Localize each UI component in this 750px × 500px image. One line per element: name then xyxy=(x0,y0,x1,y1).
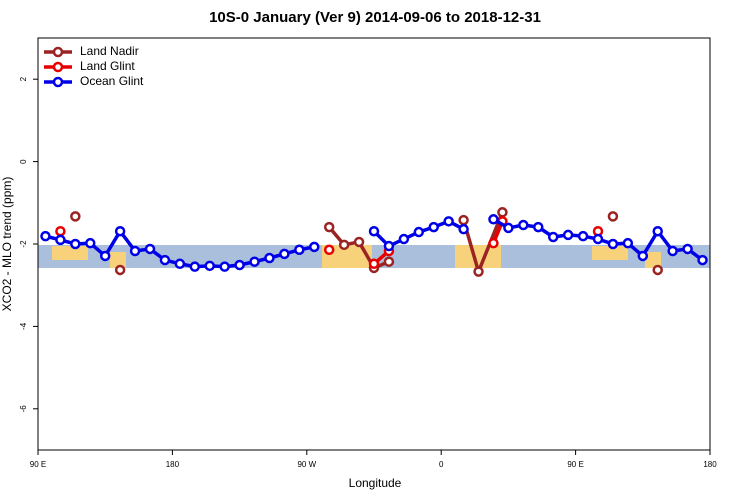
point xyxy=(637,250,649,262)
point xyxy=(323,221,335,233)
point xyxy=(652,225,663,237)
land xyxy=(52,246,88,260)
y-axis-label: XCO2 - MLO trend (ppm) xyxy=(0,177,14,312)
point xyxy=(204,260,215,272)
point xyxy=(488,237,499,249)
chart-title: 10S-0 January (Ver 9) 2014-09-06 to 2018… xyxy=(209,9,541,26)
point xyxy=(114,264,126,276)
point xyxy=(607,238,619,250)
land xyxy=(645,252,661,268)
point xyxy=(443,216,454,227)
point xyxy=(40,230,51,242)
point xyxy=(503,222,514,234)
point xyxy=(383,240,395,252)
y-tick-label: -2 xyxy=(19,240,28,248)
x-tick-label: 0 xyxy=(439,460,444,469)
point xyxy=(518,219,529,231)
point xyxy=(413,226,425,238)
point xyxy=(234,259,245,271)
legend-label: Land Nadir xyxy=(80,44,139,58)
point xyxy=(667,245,678,257)
point xyxy=(129,245,141,257)
point xyxy=(70,238,81,250)
land xyxy=(110,252,126,268)
land xyxy=(592,246,628,260)
point xyxy=(70,211,81,222)
point xyxy=(159,254,171,266)
point xyxy=(264,252,275,264)
point xyxy=(85,237,96,249)
point xyxy=(562,229,574,241)
point xyxy=(592,233,604,245)
point xyxy=(279,248,290,260)
point xyxy=(547,231,559,243)
x-tick-label: 180 xyxy=(166,460,180,469)
point xyxy=(309,241,320,253)
legend-marker xyxy=(52,61,64,73)
point xyxy=(428,221,439,233)
legend-marker xyxy=(52,76,64,88)
point xyxy=(55,225,66,237)
point xyxy=(577,230,589,242)
point xyxy=(189,261,201,272)
point xyxy=(622,237,634,249)
land xyxy=(322,245,372,268)
point xyxy=(533,221,544,233)
y-tick-label: -4 xyxy=(19,322,28,330)
point xyxy=(497,207,508,218)
y-tick-label: 0 xyxy=(19,159,28,164)
legend-marker xyxy=(52,46,64,58)
point xyxy=(99,250,111,262)
point xyxy=(383,256,395,267)
point xyxy=(174,258,186,270)
point xyxy=(368,225,380,237)
point xyxy=(607,211,619,222)
y-tick-label: -6 xyxy=(19,405,28,413)
point xyxy=(697,254,708,266)
legend-label: Ocean Glint xyxy=(80,74,144,88)
point xyxy=(458,214,469,226)
x-tick-label: 90 E xyxy=(30,460,46,469)
point xyxy=(249,256,260,267)
point xyxy=(682,243,693,255)
point xyxy=(144,243,156,255)
point xyxy=(219,261,230,272)
point xyxy=(323,244,335,256)
x-tick-label: 90 W xyxy=(297,460,316,469)
y-tick-label: 2 xyxy=(19,76,28,81)
x-axis-label: Longitude xyxy=(349,476,402,490)
point xyxy=(114,225,126,237)
point xyxy=(398,233,410,245)
x-tick-label: 180 xyxy=(703,460,717,469)
point xyxy=(338,239,350,251)
legend-label: Land Glint xyxy=(80,59,135,73)
point xyxy=(458,223,469,235)
point xyxy=(488,214,499,225)
x-tick-label: 90 E xyxy=(567,460,583,469)
point xyxy=(652,264,663,276)
point xyxy=(368,258,380,270)
land xyxy=(455,245,501,268)
point xyxy=(294,244,305,256)
point xyxy=(55,234,66,246)
point xyxy=(353,236,365,248)
point xyxy=(473,266,484,277)
